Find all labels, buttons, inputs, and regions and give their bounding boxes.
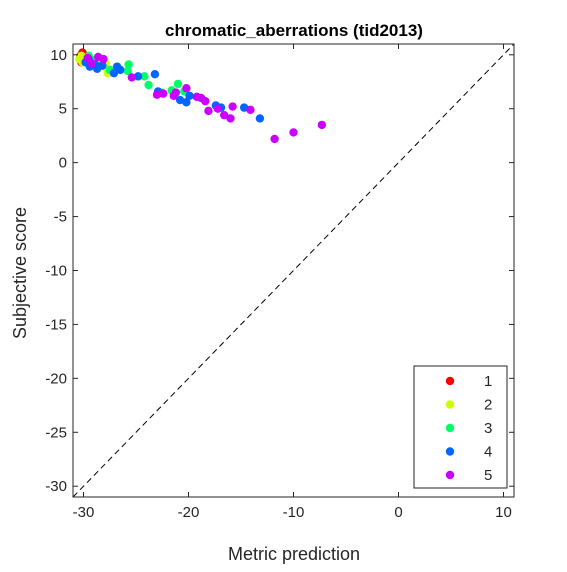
x-tick-label: -10	[283, 504, 305, 521]
y-tick-label: -25	[45, 424, 67, 441]
data-point	[92, 64, 102, 74]
legend-label: 1	[484, 373, 492, 390]
data-point	[173, 79, 183, 89]
y-axis-label: Subjective score	[10, 207, 30, 339]
y-tick-label: -10	[45, 263, 67, 280]
x-axis-ticks: -30 -20 -10 0 10	[73, 44, 512, 521]
y-axis-ticks: 10 5 0 -5 -10 -15 -20 -25 -30	[45, 47, 514, 495]
legend-marker	[445, 447, 455, 456]
legend-box	[413, 365, 508, 489]
data-point	[182, 98, 191, 107]
legend-marker	[445, 376, 455, 386]
data-point	[77, 51, 86, 61]
data-point	[171, 88, 181, 97]
data-point	[116, 65, 125, 75]
data-point	[201, 96, 210, 106]
data-point	[317, 120, 327, 130]
y-tick-label: 10	[50, 47, 67, 64]
x-tick-label: -30	[73, 504, 95, 521]
legend-marker	[445, 423, 455, 433]
data-point	[109, 68, 119, 78]
y-tick-label: -20	[45, 370, 67, 387]
y-tick-label: 0	[59, 155, 67, 172]
data-point	[124, 60, 133, 69]
y-tick-label: -30	[45, 478, 67, 495]
data-point	[213, 104, 223, 113]
legend-label: 5	[484, 467, 492, 484]
series-5	[83, 52, 327, 144]
data-point	[226, 114, 235, 123]
data-points-layer	[75, 48, 327, 144]
data-point	[270, 134, 279, 144]
data-point	[185, 91, 194, 100]
data-point	[239, 103, 249, 112]
data-point	[152, 90, 162, 99]
legend: 1 2 3 4 5	[413, 365, 508, 489]
data-point	[246, 105, 255, 114]
data-point	[228, 102, 237, 111]
y-tick-label: -5	[54, 209, 67, 226]
data-point	[87, 59, 97, 68]
data-point	[204, 106, 213, 116]
data-point	[175, 95, 185, 105]
data-point	[289, 128, 298, 137]
data-point	[182, 84, 191, 93]
reference-line	[72, 43, 515, 498]
data-point	[123, 66, 132, 76]
data-point	[140, 72, 149, 81]
data-point	[127, 73, 136, 82]
legend-marker	[445, 400, 455, 409]
data-point	[133, 72, 143, 81]
data-point	[159, 89, 168, 98]
legend-marker	[445, 470, 455, 480]
x-tick-label: 10	[495, 504, 512, 521]
x-axis-label: Metric prediction	[228, 544, 360, 564]
legend-label: 2	[484, 397, 492, 414]
data-point	[220, 110, 229, 120]
data-point	[99, 54, 108, 64]
data-point	[144, 80, 153, 90]
x-tick-label: 0	[394, 504, 402, 521]
data-point	[255, 114, 265, 123]
legend-label: 4	[484, 444, 492, 461]
reference-line-layer	[72, 43, 515, 498]
y-tick-label: -15	[45, 316, 67, 333]
x-tick-label: -20	[178, 504, 200, 521]
y-tick-label: 5	[59, 101, 67, 118]
legend-label: 3	[484, 420, 492, 437]
chart-title: chromatic_aberrations (tid2013)	[165, 21, 423, 40]
data-point	[150, 70, 160, 79]
